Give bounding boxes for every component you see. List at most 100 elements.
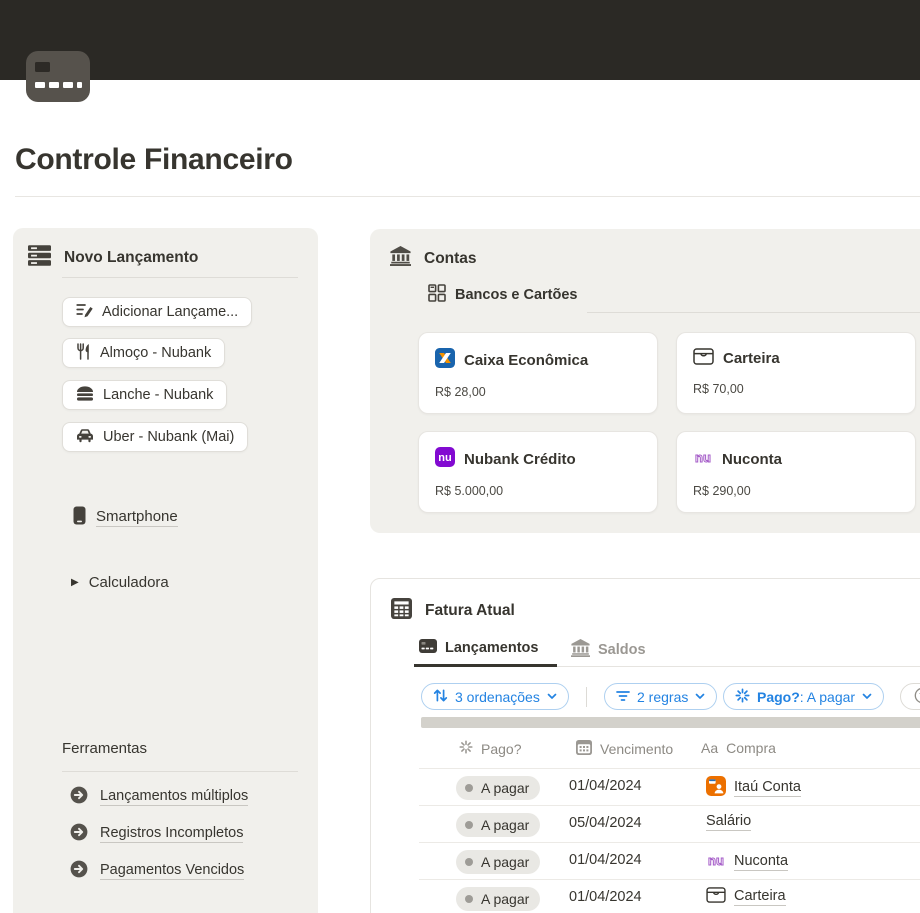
rules-pill[interactable]: 2 regras bbox=[604, 683, 718, 710]
advanced-filter-pill[interactable] bbox=[900, 683, 920, 710]
account-balance: R$ 70,00 bbox=[693, 382, 744, 396]
credit-card-page-icon[interactable] bbox=[26, 51, 90, 102]
compra-cell[interactable]: Salário bbox=[706, 813, 752, 831]
tool-link-registros-incompletos[interactable]: Registros Incompletos bbox=[70, 823, 244, 845]
compra-link[interactable]: Nuconta bbox=[734, 853, 789, 871]
funnel-circle-icon bbox=[914, 687, 920, 707]
compra-link[interactable]: Salário bbox=[706, 813, 752, 831]
tab-saldos[interactable]: Saldos bbox=[571, 639, 646, 661]
sort-pill[interactable]: 3 ordenações bbox=[421, 683, 569, 710]
chevron-down-icon bbox=[862, 693, 872, 699]
tool-link-label[interactable]: Pagamentos Vencidos bbox=[100, 862, 245, 880]
table-row[interactable]: A pagar 01/04/2024 Carteira bbox=[419, 879, 920, 913]
calculator-icon bbox=[391, 598, 412, 624]
status-dot-icon bbox=[465, 858, 473, 866]
itau-logo bbox=[706, 776, 726, 800]
filter-separator bbox=[586, 687, 587, 707]
table-row[interactable]: A pagar 05/04/2024 Salário bbox=[419, 805, 920, 842]
button-label: Almoço - Nubank bbox=[100, 345, 212, 361]
arrow-circle-icon bbox=[70, 860, 88, 882]
svg-text:nu: nu bbox=[695, 450, 711, 465]
status-dot-icon bbox=[465, 895, 473, 903]
status-spinner-icon bbox=[735, 687, 750, 706]
card-stack-icon bbox=[28, 245, 51, 271]
calculadora-toggle-label[interactable]: Calculadora bbox=[88, 574, 169, 591]
account-name: Nubank Crédito bbox=[464, 450, 576, 468]
fork-knife-icon bbox=[76, 342, 91, 364]
column-label: Compra bbox=[726, 740, 776, 756]
vencimento-cell: 05/04/2024 bbox=[569, 815, 642, 831]
arrow-circle-icon bbox=[70, 823, 88, 845]
compose-icon bbox=[76, 302, 93, 323]
column-label: Vencimento bbox=[600, 741, 674, 757]
sort-pill-label: 3 ordenações bbox=[455, 688, 540, 705]
nuconta-logo: nu bbox=[693, 447, 713, 471]
table-row[interactable]: A pagar 01/04/2024 Itaú Conta bbox=[419, 768, 920, 805]
tool-link-lancamentos-multiplos[interactable]: Lançamentos múltiplos bbox=[70, 786, 249, 808]
status-badge[interactable]: A pagar bbox=[456, 887, 541, 911]
tool-link-label[interactable]: Lançamentos múltiplos bbox=[100, 788, 249, 806]
column-header-vencimento[interactable]: Vencimento bbox=[576, 740, 673, 758]
chevron-down-icon bbox=[547, 693, 557, 699]
tools-heading: Ferramentas bbox=[62, 740, 148, 757]
contas-panel: Contas Bancos e Cartões bbox=[370, 229, 920, 533]
divider bbox=[62, 277, 298, 278]
account-card-caixa[interactable]: Caixa Econômica R$ 28,00 bbox=[418, 332, 658, 414]
compra-link[interactable]: Carteira bbox=[734, 888, 786, 906]
active-tab-underline bbox=[414, 664, 557, 667]
account-card-nubank-credito[interactable]: nu Nubank Crédito R$ 5.000,00 bbox=[418, 431, 658, 513]
status-spinner-icon bbox=[459, 740, 473, 757]
tool-link-pagamentos-vencidos[interactable]: Pagamentos Vencidos bbox=[70, 860, 245, 882]
page-title: Controle Financeiro bbox=[15, 143, 293, 176]
toggle-triangle-icon[interactable]: ▶ bbox=[71, 577, 79, 588]
column-header-pago[interactable]: Pago? bbox=[459, 740, 521, 757]
svg-text:nu: nu bbox=[438, 452, 451, 464]
wallet-icon bbox=[706, 887, 726, 907]
status-badge[interactable]: A pagar bbox=[456, 776, 541, 800]
button-label: Adicionar Lançame... bbox=[102, 304, 239, 320]
nubank-logo: nu bbox=[435, 447, 455, 471]
divider bbox=[15, 196, 920, 197]
caixa-logo bbox=[435, 348, 455, 372]
car-icon bbox=[76, 428, 94, 447]
status-dot-icon bbox=[465, 821, 473, 829]
tab-lancamentos[interactable]: Lançamentos bbox=[419, 639, 538, 657]
compra-cell[interactable]: Carteira bbox=[706, 887, 786, 907]
smartphone-icon bbox=[73, 506, 86, 529]
add-entry-button[interactable]: Adicionar Lançame... bbox=[62, 297, 253, 327]
fatura-panel: Fatura Atual Lançamentos bbox=[370, 578, 920, 913]
page-cover[interactable] bbox=[0, 0, 920, 80]
button-label: Lanche - Nubank bbox=[103, 387, 214, 403]
tool-link-label[interactable]: Registros Incompletos bbox=[100, 825, 244, 843]
column-header-compra[interactable]: Aa Compra bbox=[701, 740, 776, 756]
vencimento-cell: 01/04/2024 bbox=[569, 778, 642, 794]
almoco-nubank-button[interactable]: Almoço - Nubank bbox=[62, 338, 226, 368]
compra-cell[interactable]: nu Nuconta bbox=[706, 850, 789, 874]
view-tab-bancos-cartoes[interactable]: Bancos e Cartões bbox=[428, 284, 578, 306]
compra-link[interactable]: Itaú Conta bbox=[734, 779, 801, 797]
table-row[interactable]: A pagar 01/04/2024 nu Nuconta bbox=[419, 842, 920, 879]
lanche-nubank-button[interactable]: Lanche - Nubank bbox=[62, 380, 228, 410]
fatura-heading: Fatura Atual bbox=[425, 602, 515, 619]
status-badge[interactable]: A pagar bbox=[456, 850, 541, 874]
account-card-carteira[interactable]: Carteira R$ 70,00 bbox=[676, 332, 916, 414]
sidebar-panel: Novo Lançamento Adicionar Lançame... bbox=[13, 228, 318, 913]
gallery-icon bbox=[428, 284, 446, 306]
account-name: Carteira bbox=[723, 350, 780, 367]
rules-pill-label: 2 regras bbox=[637, 688, 689, 705]
text-property-icon: Aa bbox=[701, 740, 719, 756]
smartphone-link[interactable]: Smartphone bbox=[96, 508, 178, 527]
calendar-icon bbox=[576, 740, 592, 758]
status-dot-icon bbox=[465, 784, 473, 792]
account-card-nuconta[interactable]: nu Nuconta R$ 290,00 bbox=[676, 431, 916, 513]
horizontal-scrollbar[interactable] bbox=[421, 717, 920, 728]
compra-cell[interactable]: Itaú Conta bbox=[706, 776, 801, 800]
bank-icon bbox=[390, 246, 411, 271]
sort-arrows-icon bbox=[433, 688, 448, 706]
credit-card-icon bbox=[419, 639, 437, 657]
bank-icon bbox=[571, 639, 590, 661]
status-filter-pill[interactable]: Pago?: A pagar bbox=[723, 683, 885, 710]
wallet-icon bbox=[693, 348, 714, 369]
uber-nubank-button[interactable]: Uber - Nubank (Mai) bbox=[62, 422, 249, 452]
status-badge[interactable]: A pagar bbox=[456, 813, 541, 837]
